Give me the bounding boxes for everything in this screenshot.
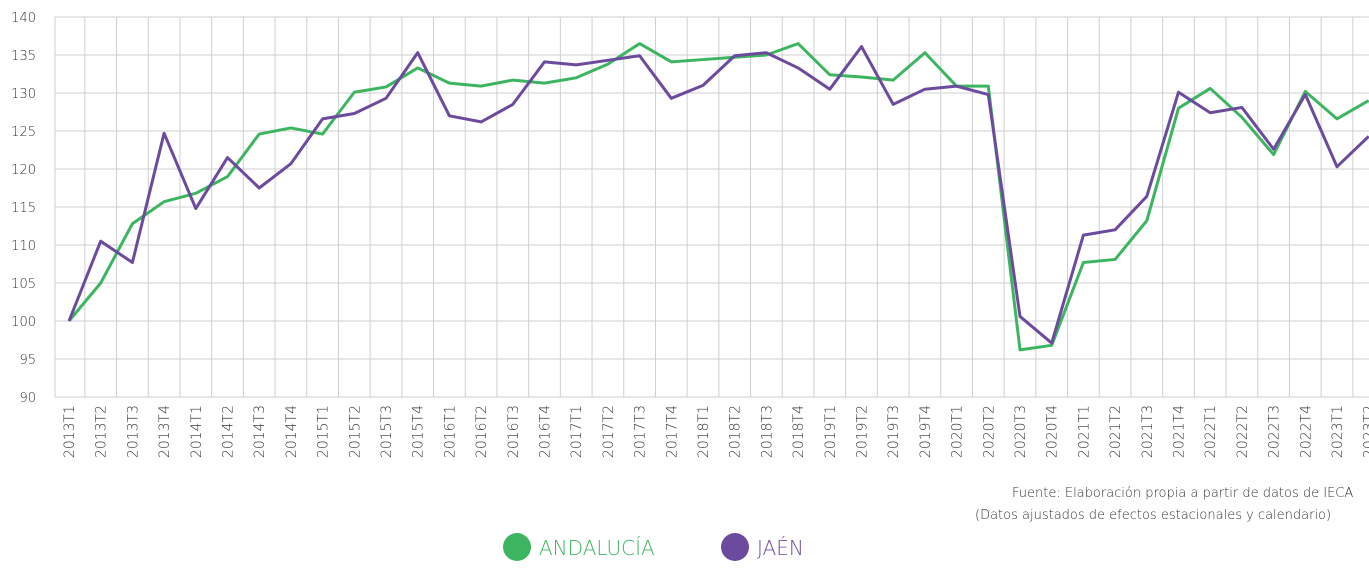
legend-swatch [503,533,531,561]
y-tick-label: 140 [11,11,36,26]
legend-label: JAÉN [757,536,804,560]
x-tick-label: 2021T3 [1140,405,1156,458]
x-tick-label: 2022T4 [1298,405,1314,458]
legend-swatch [721,533,749,561]
x-tick-label: 2020T4 [1045,405,1061,458]
x-tick-label: 2013T4 [157,405,173,458]
x-tick-label: 2021T4 [1172,405,1188,458]
x-tick-label: 2017T1 [569,405,585,458]
x-tick-label: 2021T2 [1108,405,1124,458]
source-note: (Datos ajustados de efectos estacionales… [975,508,1331,523]
source-note: Fuente: Elaboración propia a partir de d… [1012,486,1353,501]
legend-label: ANDALUCÍA [539,536,655,560]
x-tick-label: 2021T1 [1076,405,1092,458]
y-tick-label: 110 [11,239,36,254]
x-tick-label: 2018T3 [759,405,775,458]
series-line [67,42,1369,352]
x-tick-label: 2015T2 [347,405,363,458]
x-tick-label: 2014T3 [252,405,268,458]
x-tick-label: 2013T3 [125,405,141,458]
series-line [67,45,1369,345]
x-tick-label: 2023T2 [1362,405,1369,458]
y-tick-label: 130 [11,87,36,102]
y-tick-label: 135 [11,49,36,64]
x-tick-label: 2018T4 [791,405,807,458]
x-tick-label: 2016T4 [538,405,554,458]
x-tick-label: 2022T3 [1267,405,1283,458]
x-tick-label: 2022T1 [1203,405,1219,458]
y-tick-label: 120 [11,163,36,178]
x-tick-label: 2015T3 [379,405,395,458]
x-tick-label: 2019T4 [918,405,934,458]
x-tick-label: 2015T1 [316,405,332,458]
x-tick-label: 2022T2 [1235,405,1251,458]
x-tick-label: 2017T4 [664,405,680,458]
x-tick-label: 2014T2 [221,405,237,458]
y-tick-label: 90 [19,391,36,406]
x-tick-label: 2016T1 [442,405,458,458]
x-tick-label: 2015T4 [411,405,427,458]
x-tick-label: 2014T1 [189,405,205,458]
x-tick-label: 2016T2 [474,405,490,458]
x-tick-label: 2014T4 [284,405,300,458]
y-tick-label: 100 [11,315,36,330]
x-tick-label: 2013T1 [62,405,78,458]
x-tick-label: 2017T2 [601,405,617,458]
x-tick-label: 2018T2 [728,405,744,458]
x-tick-label: 2023T1 [1330,405,1346,458]
y-tick-label: 115 [11,201,36,216]
x-tick-label: 2020T2 [981,405,997,458]
y-tick-label: 95 [19,353,36,368]
y-tick-label: 125 [11,125,36,140]
x-tick-label: 2020T1 [950,405,966,458]
x-tick-label: 2018T1 [696,405,712,458]
x-tick-label: 2020T3 [1013,405,1029,458]
y-tick-label: 105 [11,277,36,292]
x-tick-label: 2019T1 [823,405,839,458]
x-tick-label: 2013T2 [94,405,110,458]
x-tick-label: 2019T2 [855,405,871,458]
x-tick-label: 2019T3 [886,405,902,458]
x-tick-label: 2017T3 [633,405,649,458]
x-tick-label: 2016T3 [506,405,522,458]
